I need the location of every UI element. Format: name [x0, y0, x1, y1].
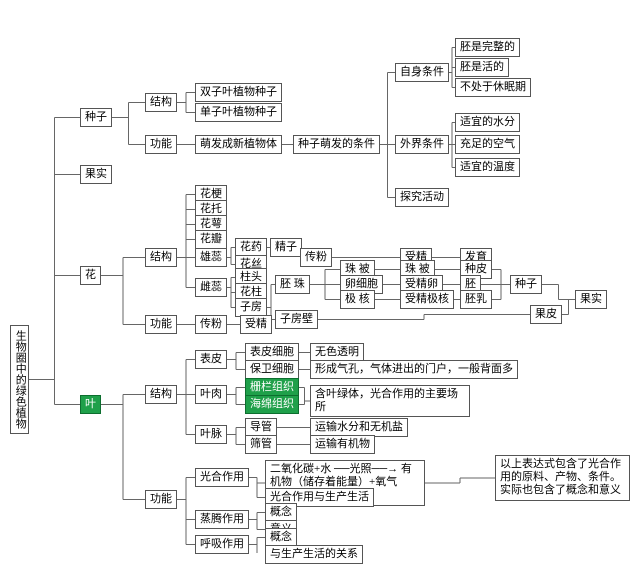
node-shou: 受精 [240, 315, 272, 334]
node-ovule: 胚 珠 [275, 275, 310, 294]
node-sc1: 胚是完整的 [455, 38, 520, 57]
node-monocot: 单子叶植物种子 [195, 103, 282, 122]
node-ec1: 适宜的水分 [455, 113, 520, 132]
node-explore: 探究活动 [395, 188, 449, 207]
node-leaf: 叶 [80, 395, 101, 414]
node-ec2: 充足的空气 [455, 135, 520, 154]
node-ovary_wall: 子房壁 [275, 310, 318, 329]
node-mesophyll: 叶肉 [195, 385, 227, 404]
node-vein: 叶脉 [195, 425, 227, 444]
node-germ_cond: 种子萌发的条件 [293, 135, 380, 154]
node-endosperm: 胚乳 [460, 290, 492, 309]
node-seed2: 种子 [510, 275, 542, 294]
node-polar: 极 核 [340, 290, 375, 309]
node-seed_struct: 结构 [145, 93, 177, 112]
node-sc3: 不处于休眠期 [455, 78, 531, 97]
node-pollination: 传粉 [300, 248, 332, 267]
node-flower: 花 [80, 266, 101, 285]
node-new_plant: 萌发成新植物体 [195, 135, 282, 154]
node-poll2: 传粉 [195, 315, 227, 334]
node-seed_func: 功能 [145, 135, 177, 154]
node-leaf_struct: 结构 [145, 385, 177, 404]
node-transp: 蒸腾作用 [195, 510, 249, 529]
node-resp: 呼吸作用 [195, 535, 249, 554]
node-pericarp: 果皮 [530, 305, 562, 324]
node-fruit2: 果实 [575, 290, 607, 309]
node-ext_cond: 外界条件 [395, 135, 449, 154]
node-leaf_func: 功能 [145, 490, 177, 509]
node-stamen: 雄蕊 [195, 248, 227, 267]
node-root: 生物圈中的绿色植物 [10, 325, 29, 434]
node-dicot: 双子叶植物种子 [195, 83, 282, 102]
node-phloem: 筛管 [245, 435, 277, 454]
node-chloro: 含叶绿体，光合作用的主要场所 [310, 385, 470, 417]
node-sc2: 胚是活的 [455, 58, 509, 77]
node-spongy: 海绵组织 [245, 395, 299, 414]
node-flower_func: 功能 [145, 315, 177, 334]
node-fruit_top: 果实 [80, 165, 112, 184]
node-ec3: 适宜的温度 [455, 158, 520, 177]
node-photosyn: 光合作用 [195, 468, 249, 487]
node-guard: 保卫细胞 [245, 360, 299, 379]
node-note: 以上表达式包含了光合作用的原料、产物、条件。实际也包含了概念和意义 [495, 455, 630, 501]
node-pistil: 雌蕊 [195, 278, 227, 297]
node-self_cond: 自身条件 [395, 63, 449, 82]
node-phloem_f: 运输有机物 [310, 435, 375, 454]
node-fert_polar: 受精极核 [400, 290, 454, 309]
node-stomata: 形成气孔，气体进出的门户，一般背面多 [310, 360, 518, 379]
node-seed: 种子 [80, 108, 112, 127]
node-corolla: 花瓣 [195, 230, 227, 249]
node-sperm: 精子 [270, 238, 302, 257]
node-flower_struct: 结构 [145, 248, 177, 267]
node-r_life: 与生产生活的关系 [265, 545, 363, 564]
node-epidermis: 表皮 [195, 350, 227, 369]
